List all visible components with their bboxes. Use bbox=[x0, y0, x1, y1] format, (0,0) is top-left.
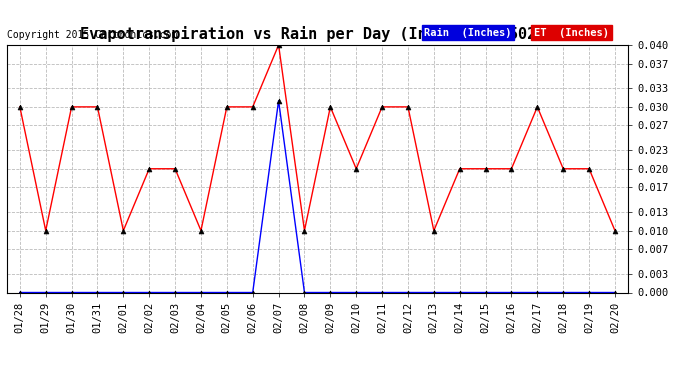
Text: ET  (Inches): ET (Inches) bbox=[534, 28, 609, 38]
Title: Evapotranspiration vs Rain per Day (Inches) 20150221: Evapotranspiration vs Rain per Day (Inch… bbox=[80, 27, 555, 42]
Text: Copyright 2015 Cartronics.com: Copyright 2015 Cartronics.com bbox=[7, 30, 177, 39]
Text: Rain  (Inches): Rain (Inches) bbox=[424, 28, 512, 38]
